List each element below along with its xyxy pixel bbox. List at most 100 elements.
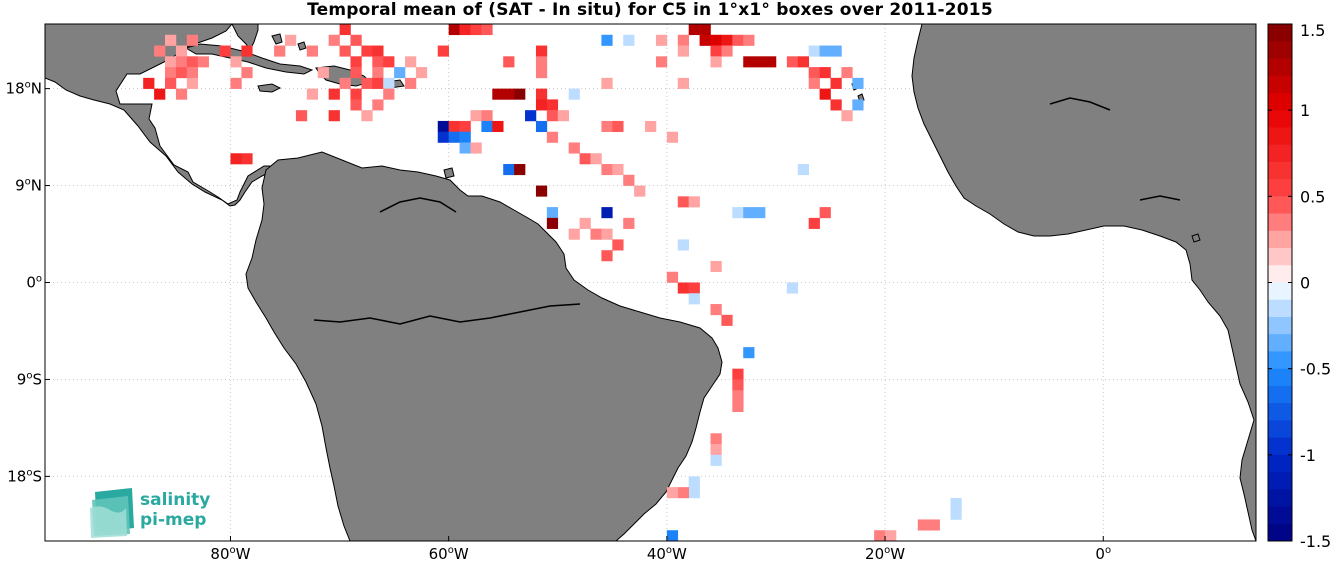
salinity-cell (535, 185, 548, 197)
colorbar-step (1268, 58, 1292, 77)
salinity-cell (154, 45, 166, 57)
salinity-cell (546, 217, 559, 229)
salinity-cell (688, 476, 700, 488)
salinity-cell (808, 217, 820, 229)
salinity-cell (241, 67, 253, 79)
salinity-cell (579, 217, 591, 229)
salinity-cell (470, 110, 482, 122)
salinity-cell (655, 56, 668, 68)
salinity-cell (830, 45, 842, 57)
salinity-cell (295, 110, 308, 122)
salinity-cell (841, 110, 853, 122)
salinity-cell (372, 77, 384, 89)
colorbar-step (1268, 265, 1292, 283)
salinity-cell (666, 487, 679, 499)
salinity-cell (590, 153, 602, 165)
colorbar-tick-label: 0.5 (1300, 187, 1325, 206)
salinity-cell (601, 34, 613, 46)
y-tick-label: 9oN (15, 177, 42, 195)
salinity-cell (459, 24, 471, 36)
salinity-cell (917, 519, 930, 531)
salinity-cell (492, 88, 504, 100)
salinity-cell (459, 120, 471, 133)
salinity-cell (361, 45, 373, 57)
salinity-cell (601, 207, 613, 219)
salinity-cell (186, 56, 199, 68)
salinity-cell (448, 131, 460, 143)
salinity-cell (186, 34, 199, 46)
colorbar-step (1268, 454, 1292, 473)
salinity-cell (535, 88, 548, 100)
salinity-cell (317, 67, 329, 79)
salinity-cell (677, 34, 689, 46)
salinity-cell (372, 99, 384, 111)
land-bahamas (271, 33, 307, 51)
salinity-cell (328, 88, 340, 100)
salinity-cell (339, 45, 351, 57)
salinity-cell (415, 67, 428, 79)
salinity-cell (165, 77, 177, 89)
salinity-cell (699, 34, 711, 46)
salinity-cell (677, 45, 689, 57)
salinity-cell (405, 77, 417, 89)
colorbar-step (1268, 92, 1292, 111)
salinity-cell (274, 45, 286, 57)
salinity-cell (546, 99, 559, 111)
salinity-cell (186, 67, 199, 79)
salinity-cell (634, 185, 646, 197)
salinity-cell (372, 56, 384, 68)
salinity-cell (154, 88, 166, 100)
colorbar-step (1268, 403, 1292, 421)
colorbar-step (1268, 144, 1292, 163)
salinity-cell (732, 400, 744, 413)
salinity-cell (448, 120, 460, 133)
salinity-cell (437, 131, 449, 143)
salinity-cell (699, 24, 711, 36)
salinity-cell (819, 67, 831, 79)
salinity-cell (677, 77, 689, 89)
salinity-cell (666, 530, 679, 541)
salinity-cell (328, 110, 340, 122)
salinity-cell (241, 45, 253, 57)
land-central-america (45, 24, 277, 207)
salinity-cell (743, 34, 755, 46)
salinity-cell (383, 77, 395, 89)
salinity-cell (350, 67, 362, 79)
colorbar-step (1268, 368, 1292, 387)
salinity-cell (437, 45, 449, 57)
colorbar-step (1268, 489, 1292, 507)
x-tick-label: 60oW (429, 545, 469, 563)
salinity-cell (645, 120, 657, 133)
land-trinidad (443, 167, 455, 179)
salinity-cell (710, 454, 722, 466)
salinity-cell (655, 34, 668, 46)
salinity-cell (710, 45, 722, 57)
colorbar-step (1268, 385, 1292, 404)
salinity-cell (623, 217, 635, 229)
salinity-cell (470, 24, 482, 36)
niger-river (1049, 97, 1181, 201)
colorbar-tick-label: 1 (1300, 101, 1310, 120)
salinity-cell (710, 304, 722, 316)
x-axis-ticks: 80oW 60oW 40oW 20oW 0o (210, 536, 1111, 563)
logo-line2: pi-mep (140, 510, 206, 530)
salinity-cell (666, 271, 679, 283)
salinity-cell (590, 228, 602, 240)
salinity-cell (623, 174, 635, 186)
orinoco-river (379, 197, 457, 213)
salinity-cell (688, 24, 700, 36)
salinity-cell (601, 250, 613, 262)
salinity-cell (394, 67, 406, 79)
salinity-cell (666, 131, 679, 143)
salinity-logo: salinity pi-mep (90, 488, 210, 538)
salinity-cell (808, 67, 820, 79)
salinity-cell (677, 282, 689, 294)
colorbar: 1.5 1 0.5 0 -0.5 -1 -1.5 (1267, 21, 1331, 551)
salinity-cell (535, 120, 548, 133)
salinity-cell (350, 99, 362, 111)
salinity-cell (372, 45, 384, 57)
salinity-cell (165, 34, 177, 46)
salinity-cell (568, 88, 580, 100)
salinity-cell (732, 368, 744, 380)
colorbar-tick-label: -1.5 (1300, 532, 1331, 551)
